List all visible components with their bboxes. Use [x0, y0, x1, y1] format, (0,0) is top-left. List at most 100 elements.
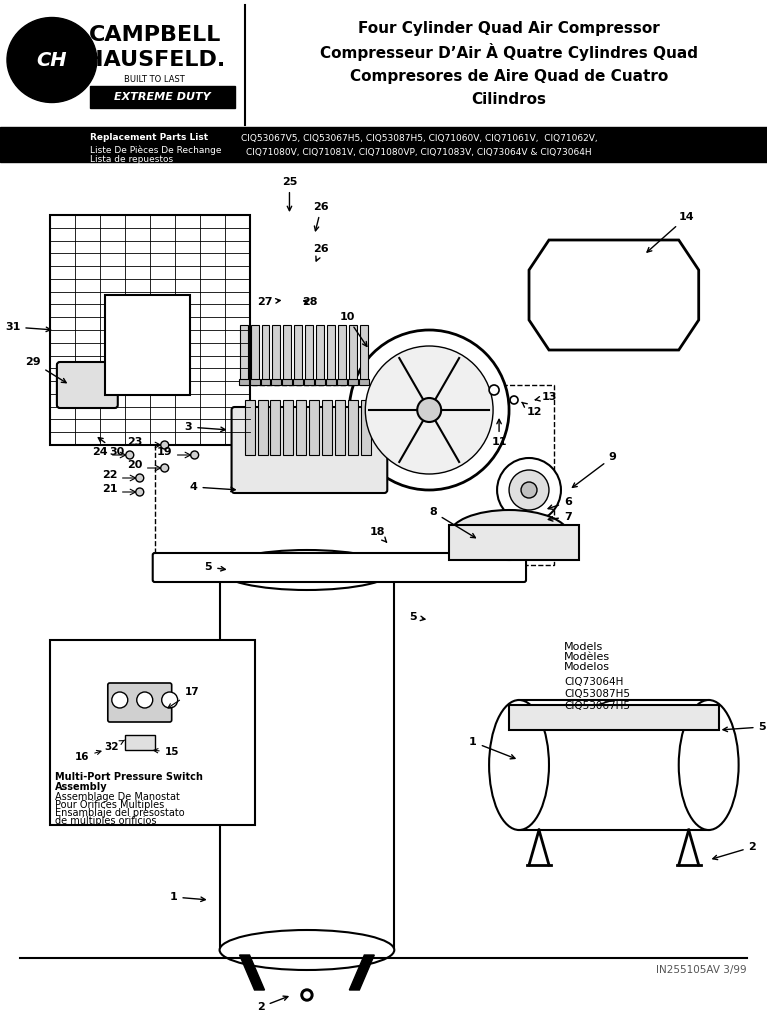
Bar	[283, 400, 293, 455]
Text: 2: 2	[713, 842, 756, 859]
Bar	[339, 325, 346, 385]
Bar	[509, 705, 719, 730]
Text: 2: 2	[257, 996, 288, 1012]
Text: 5: 5	[409, 612, 425, 622]
Text: CH: CH	[37, 50, 68, 70]
Bar	[361, 400, 371, 455]
Bar	[337, 379, 347, 385]
Text: Lista de repuestos: Lista de repuestos	[90, 156, 173, 165]
Circle shape	[190, 451, 199, 459]
Bar	[104, 295, 190, 395]
Bar	[304, 379, 314, 385]
Ellipse shape	[489, 700, 549, 830]
Text: Ensamblaje del presostato: Ensamblaje del presostato	[55, 808, 184, 818]
Text: CIQ53067H5: CIQ53067H5	[564, 701, 630, 711]
FancyBboxPatch shape	[108, 683, 172, 722]
Text: 5: 5	[204, 562, 225, 572]
Text: Modèles: Modèles	[564, 652, 610, 662]
Bar	[296, 400, 306, 455]
Text: 28: 28	[302, 297, 317, 307]
Bar	[323, 400, 333, 455]
Text: IN255105AV 3/99: IN255105AV 3/99	[656, 965, 746, 975]
Text: 19: 19	[157, 447, 173, 457]
Text: 25: 25	[282, 177, 297, 211]
Text: HAUSFELD.: HAUSFELD.	[84, 50, 225, 70]
Bar	[257, 400, 267, 455]
Bar	[50, 215, 250, 445]
Bar	[124, 735, 154, 750]
Text: CIQ71080V, CIQ71081V, CIQ71080VP, CIQ71083V, CIQ73064V & CIQ73064H: CIQ71080V, CIQ71081V, CIQ71080VP, CIQ710…	[247, 147, 592, 157]
Text: EXTREME DUTY: EXTREME DUTY	[114, 92, 211, 102]
Bar	[0, 0, 766, 130]
Text: Models: Models	[564, 642, 603, 652]
Text: 17: 17	[168, 687, 199, 708]
Text: 22: 22	[102, 470, 118, 480]
Text: Compresseur D’Air À Quatre Cylindres Quad: Compresseur D’Air À Quatre Cylindres Qua…	[320, 43, 698, 61]
Circle shape	[349, 330, 509, 490]
Circle shape	[497, 458, 561, 522]
Bar	[327, 325, 336, 385]
Circle shape	[161, 441, 169, 449]
Circle shape	[366, 346, 493, 474]
Text: 11: 11	[492, 420, 507, 447]
FancyBboxPatch shape	[153, 553, 526, 582]
Bar	[0, 127, 766, 162]
Circle shape	[304, 992, 310, 998]
Bar	[349, 400, 359, 455]
Text: 21: 21	[102, 484, 118, 494]
Text: 29: 29	[25, 357, 66, 383]
Ellipse shape	[220, 930, 394, 970]
Text: 13: 13	[535, 392, 557, 402]
Circle shape	[161, 464, 169, 472]
Bar	[349, 379, 359, 385]
Text: 26: 26	[313, 244, 329, 261]
Text: Assemblage De Manostat: Assemblage De Manostat	[55, 792, 180, 802]
Text: 5: 5	[723, 722, 766, 732]
Text: 14: 14	[647, 212, 694, 252]
Text: Four Cylinder Quad Air Compressor: Four Cylinder Quad Air Compressor	[358, 20, 660, 36]
Text: 26: 26	[313, 202, 329, 230]
Polygon shape	[349, 955, 374, 990]
Text: 31: 31	[5, 322, 51, 332]
Text: 3: 3	[184, 422, 225, 432]
Bar	[316, 379, 326, 385]
Circle shape	[510, 396, 518, 404]
Circle shape	[489, 385, 499, 395]
Ellipse shape	[220, 550, 394, 590]
Ellipse shape	[449, 510, 569, 560]
Text: CIQ53087H5: CIQ53087H5	[564, 689, 630, 699]
Circle shape	[301, 989, 313, 1001]
Bar	[260, 379, 270, 385]
Text: Assembly: Assembly	[55, 782, 108, 792]
Text: CIQ53067V5, CIQ53067H5, CIQ53087H5, CIQ71060V, CIQ71061V,  CIQ71062V,: CIQ53067V5, CIQ53067H5, CIQ53087H5, CIQ7…	[241, 133, 598, 142]
Bar	[310, 400, 319, 455]
Bar	[294, 325, 303, 385]
Text: Liste De Pièces De Rechange: Liste De Pièces De Rechange	[90, 145, 221, 155]
Text: 6: 6	[548, 497, 572, 509]
Bar	[306, 325, 313, 385]
Bar	[50, 640, 254, 825]
Text: 1: 1	[170, 892, 205, 902]
Text: 18: 18	[369, 527, 386, 542]
Circle shape	[521, 482, 537, 498]
Circle shape	[136, 474, 144, 482]
Bar	[240, 325, 247, 385]
Bar	[244, 400, 254, 455]
Bar	[326, 379, 336, 385]
Bar	[336, 400, 346, 455]
Circle shape	[417, 398, 441, 422]
Text: CAMPBELL: CAMPBELL	[88, 25, 221, 45]
Circle shape	[162, 692, 177, 708]
Bar	[316, 325, 324, 385]
Bar	[220, 570, 394, 950]
Text: Compresores de Aire Quad de Cuatro: Compresores de Aire Quad de Cuatro	[350, 69, 668, 84]
Bar	[239, 379, 249, 385]
Text: Cilindros: Cilindros	[472, 92, 547, 108]
Text: BUILT TO LAST: BUILT TO LAST	[124, 76, 185, 85]
Text: de múltiples orificios: de múltiples orificios	[55, 815, 157, 826]
Bar	[359, 379, 369, 385]
Polygon shape	[240, 955, 264, 990]
Text: Pour Orifices Multiples: Pour Orifices Multiples	[55, 800, 164, 810]
Bar	[283, 379, 293, 385]
Bar	[293, 379, 303, 385]
